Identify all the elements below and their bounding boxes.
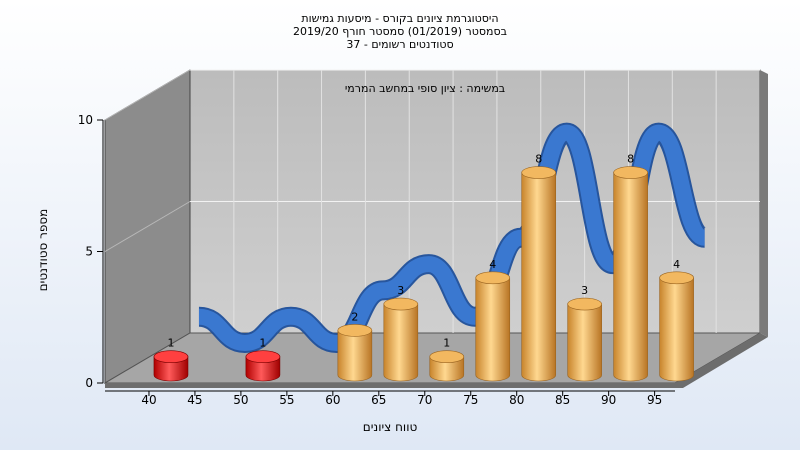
chart-subtitle: במשימה : ציון סופי במחשב המרמי — [345, 82, 505, 95]
bar-body — [153, 356, 189, 382]
bar-60: 2 — [337, 310, 373, 382]
title-line-3: סטודנטים רשומים - 37 — [346, 38, 453, 51]
data-label: 8 — [535, 153, 542, 166]
x-tick-label: 55 — [279, 393, 294, 407]
data-label: 4 — [673, 258, 680, 271]
bar-top — [429, 350, 465, 364]
bar-85: 3 — [567, 284, 602, 382]
y-tick-label: 0 — [85, 376, 93, 390]
x-tick-label: 45 — [187, 393, 202, 407]
bar-65: 3 — [383, 284, 419, 382]
bar-body — [245, 356, 281, 382]
gridline-side — [104, 201, 191, 252]
title-line-2: בסמסטר (01/2019) סמסטר חורף 2019/20 — [293, 25, 507, 38]
x-tick-label: 65 — [371, 393, 386, 407]
x-tick-label: 75 — [463, 393, 478, 407]
bar-top — [245, 350, 281, 364]
y-axis-label: מספר סטודנטים — [36, 209, 50, 292]
bar-90: 8 — [613, 153, 648, 382]
y-tick-label: 5 — [85, 245, 93, 259]
right-edge — [760, 70, 768, 337]
bar-body — [567, 303, 602, 382]
bar-body — [521, 172, 557, 382]
bar-top — [383, 297, 419, 311]
data-label: 1 — [443, 337, 450, 350]
bar-body — [337, 330, 373, 382]
y-axis: 0 5 10 — [78, 113, 104, 390]
x-tick-label: 90 — [601, 393, 616, 407]
x-tick-label: 85 — [555, 393, 570, 407]
title-line-1: היסטוגרמת ציונים בקורס - מיסעות גמישות — [301, 12, 498, 25]
bar-top — [521, 166, 557, 179]
gridline-side — [104, 69, 191, 121]
data-label: 8 — [627, 153, 634, 166]
x-tick-label: 95 — [647, 393, 662, 407]
data-label: 4 — [489, 258, 496, 271]
data-label: 3 — [581, 284, 588, 297]
bar-top — [613, 166, 648, 179]
x-tick-label: 80 — [509, 393, 524, 407]
bar-body — [659, 277, 694, 382]
bar-80: 8 — [521, 153, 557, 382]
bars: 1 1 2 3 1 4 8 3 8 4 — [153, 153, 694, 382]
bar-top — [153, 350, 189, 364]
bar-body — [475, 277, 511, 382]
bar-95: 4 — [659, 258, 694, 382]
x-tick-label: 50 — [233, 393, 248, 407]
bar-top — [337, 324, 373, 337]
bar-top — [567, 297, 602, 311]
bar-50: 1 — [245, 337, 281, 382]
data-label: 1 — [259, 337, 266, 350]
bar-body — [383, 303, 419, 382]
x-tick-label: 70 — [417, 393, 432, 407]
data-label: 1 — [167, 337, 174, 350]
bar-top — [659, 271, 694, 285]
data-label: 3 — [397, 284, 404, 297]
bar-top — [475, 271, 511, 285]
bar-70: 1 — [429, 337, 465, 382]
x-tick-label: 60 — [325, 393, 340, 407]
x-tick-label: 40 — [141, 393, 156, 407]
data-label: 2 — [351, 310, 358, 323]
x-axis-label: טווח ציונים — [363, 420, 418, 434]
y-tick-label: 10 — [78, 113, 93, 127]
bar-body — [429, 356, 465, 382]
bar-40: 1 — [153, 337, 189, 382]
bar-body — [613, 172, 648, 382]
x-axis: 40 45 50 55 60 65 70 75 80 85 90 95 — [105, 390, 675, 407]
bar-75: 4 — [475, 258, 511, 382]
